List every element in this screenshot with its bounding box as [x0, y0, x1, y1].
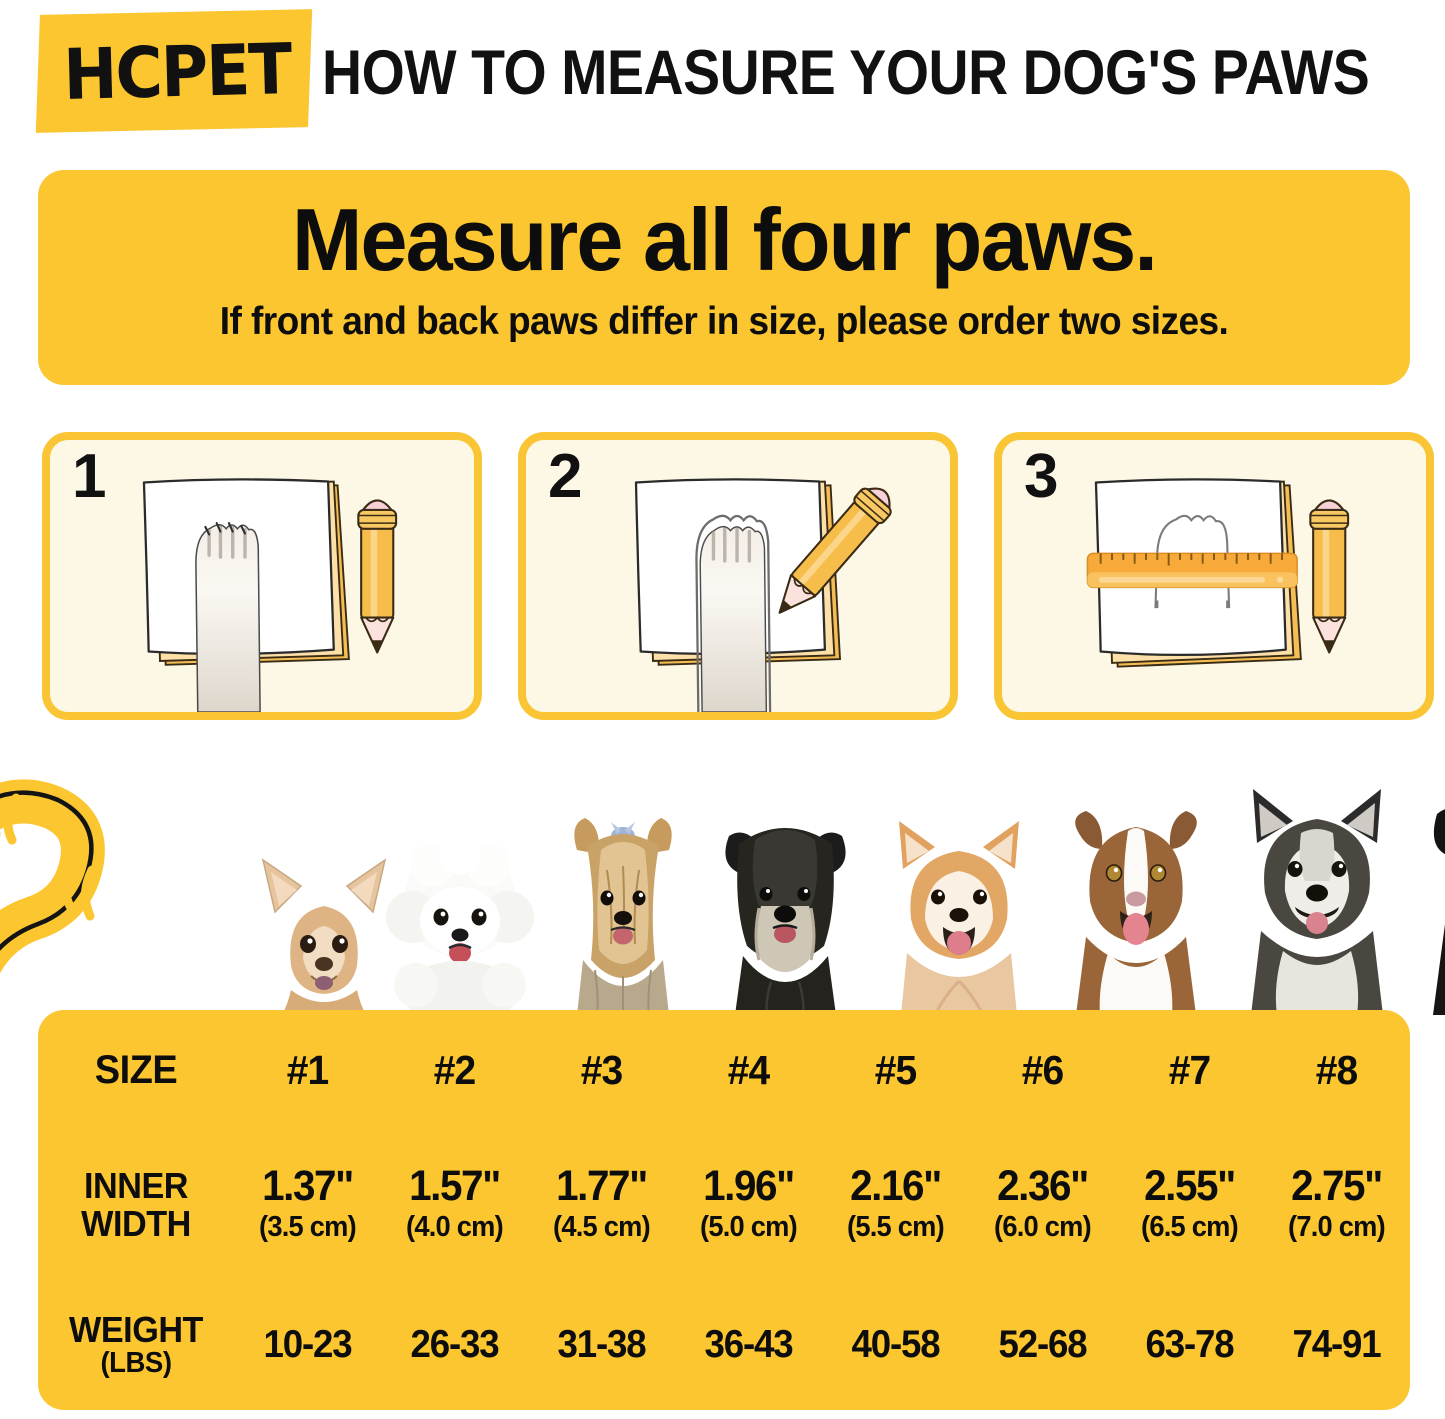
paw-on-paper-with-pencil-icon	[142, 478, 398, 712]
step-number-3: 3	[1024, 442, 1059, 511]
row-label-inner-width: INNER WIDTH	[43, 1167, 229, 1243]
pencil-tracing-paw-icon	[634, 478, 892, 712]
brand-logo-text: HCPET	[62, 28, 292, 116]
size-chart-table: SIZE #1 #2 #3 #4 #5 #6 #7 #8 INNER WIDTH…	[38, 1010, 1410, 1410]
row-label-size: SIZE	[94, 1047, 178, 1092]
width-cm-3: (4.5 cm)	[552, 1211, 651, 1244]
size-cell-4: #4	[727, 1046, 770, 1093]
size-cell-2: #2	[433, 1046, 476, 1093]
width-in-3: 1.77"	[556, 1162, 648, 1211]
width-in-1: 1.37"	[262, 1162, 354, 1211]
weight-cell-1: 10-23	[263, 1323, 352, 1366]
dog-photo-bichon-frise	[386, 835, 534, 1015]
ruler-measuring-outline-icon	[1086, 478, 1350, 668]
step-card-2: 2	[518, 432, 958, 720]
weight-cell-4: 36-43	[704, 1323, 793, 1366]
step-card-1: 1	[42, 432, 482, 720]
page-title: HOW TO MEASURE YOUR DOG'S PAWS	[322, 37, 1370, 108]
yellow-swoosh-blob-icon	[0, 779, 105, 974]
weight-cell-2: 26-33	[410, 1323, 499, 1366]
dog-photo-chihuahua	[261, 858, 387, 1015]
row-label-weight-unit: (LBS)	[100, 1346, 172, 1379]
banner-headline: Measure all four paws.	[292, 190, 1158, 289]
dog-photo-rottweiler	[1433, 809, 1445, 1015]
weight-cell-8: 74-91	[1292, 1323, 1381, 1366]
width-in-8: 2.75"	[1291, 1162, 1383, 1211]
width-in-2: 1.57"	[409, 1162, 501, 1211]
size-cell-8: #8	[1315, 1046, 1358, 1093]
breed-size-strip	[0, 760, 1445, 1020]
step-card-3: 3	[994, 432, 1434, 720]
size-cell-6: #6	[1021, 1046, 1064, 1093]
width-in-4: 1.96"	[703, 1162, 795, 1211]
table-row-inner-width: INNER WIDTH 1.37" (3.5 cm) 1.57" (4.0 cm) …	[38, 1130, 1410, 1280]
table-row-weight: WEIGHT (LBS) 10-23 26-33 31-38 36-43 40-…	[38, 1280, 1410, 1410]
banner-subtitle: If front and back paws differ in size, p…	[219, 300, 1229, 343]
page-header: HCPET HOW TO MEASURE YOUR DOG'S PAWS	[0, 0, 1445, 150]
steps-section: 1	[0, 432, 1445, 728]
width-cm-1: (3.5 cm)	[258, 1211, 357, 1244]
width-in-7: 2.55"	[1144, 1162, 1236, 1211]
width-cm-7: (6.5 cm)	[1140, 1211, 1239, 1244]
weight-cell-7: 63-78	[1145, 1323, 1234, 1366]
width-cm-2: (4.0 cm)	[405, 1211, 504, 1244]
width-in-5: 2.16"	[850, 1162, 942, 1211]
dog-photo-miniature-schnauzer	[725, 828, 846, 1015]
step-number-2: 2	[548, 442, 583, 511]
dog-breeds-row	[255, 760, 1445, 1015]
width-cm-8: (7.0 cm)	[1287, 1211, 1386, 1244]
table-row-size: SIZE #1 #2 #3 #4 #5 #6 #7 #8	[38, 1010, 1410, 1130]
size-cell-1: #1	[286, 1046, 329, 1093]
width-cm-4: (5.0 cm)	[699, 1211, 798, 1244]
size-cell-5: #5	[874, 1046, 917, 1093]
step-number-1: 1	[72, 442, 107, 511]
dog-photo-australian-shepherd	[1075, 811, 1197, 1015]
dog-photo-yorkshire-terrier	[574, 818, 672, 1015]
weight-cell-5: 40-58	[851, 1323, 940, 1366]
size-cell-7: #7	[1168, 1046, 1211, 1093]
size-cell-3: #3	[580, 1046, 623, 1093]
row-label-inner-width-line2: WIDTH	[81, 1203, 191, 1244]
row-label-weight-line1: WEIGHT	[69, 1308, 203, 1350]
row-label-inner-width-line1: INNER	[83, 1165, 189, 1207]
width-cm-6: (6.0 cm)	[993, 1211, 1092, 1244]
weight-cell-3: 31-38	[557, 1323, 646, 1366]
width-cm-5: (5.5 cm)	[846, 1211, 945, 1244]
width-in-6: 2.36"	[997, 1162, 1089, 1211]
instruction-banner: Measure all four paws. If front and back…	[38, 170, 1410, 385]
size-chart-panel: SIZE #1 #2 #3 #4 #5 #6 #7 #8 INNER WIDTH…	[38, 1010, 1410, 1410]
weight-cell-6: 52-68	[998, 1323, 1087, 1366]
row-label-weight: WEIGHT (LBS)	[43, 1308, 229, 1379]
dog-photo-alaskan-malamute	[1251, 789, 1383, 1015]
dog-photo-shiba-inu	[899, 821, 1019, 1015]
